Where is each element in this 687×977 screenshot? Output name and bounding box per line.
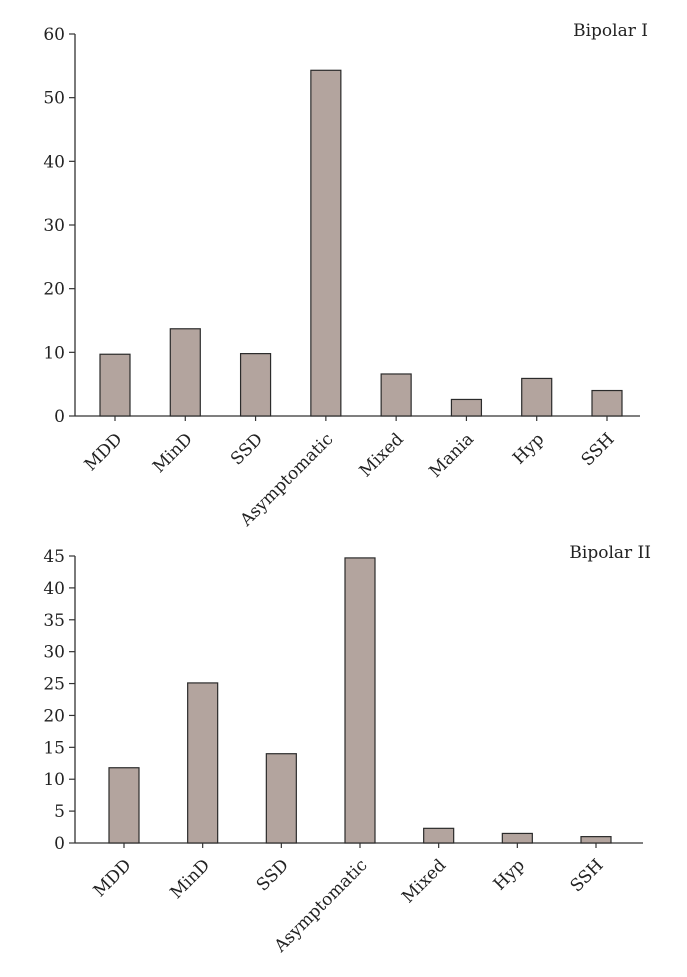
x-tick-label: Hyp bbox=[509, 429, 548, 468]
bar-asymptomatic bbox=[344, 557, 376, 844]
bar-ssd bbox=[265, 753, 297, 844]
y-tick-label: 25 bbox=[43, 675, 65, 695]
y-tick-label: 0 bbox=[54, 834, 65, 854]
bar-ssh bbox=[591, 389, 623, 417]
bar-hyp bbox=[501, 832, 533, 844]
bar-asymptomatic bbox=[310, 69, 342, 417]
bar-mdd bbox=[99, 353, 131, 417]
x-tick-label: Mixed bbox=[398, 855, 450, 907]
x-tick-label: MinD bbox=[149, 429, 197, 477]
x-tick-label: Hyp bbox=[490, 855, 529, 894]
x-tick-label: MDD bbox=[81, 429, 127, 475]
bar-mania bbox=[450, 398, 483, 417]
bar-mdd bbox=[108, 767, 140, 844]
y-tick-label: 40 bbox=[43, 152, 65, 172]
y-tick-label: 15 bbox=[43, 738, 65, 758]
y-tick-label: 5 bbox=[54, 802, 65, 822]
chart-title: Bipolar II bbox=[569, 543, 651, 563]
bar-mind bbox=[169, 328, 201, 417]
x-tick-label: Mixed bbox=[356, 429, 408, 481]
y-tick-label: 50 bbox=[43, 89, 65, 109]
bar-ssh bbox=[580, 836, 612, 844]
x-tick-label: SSD bbox=[253, 855, 293, 895]
bar-hyp bbox=[521, 377, 553, 417]
y-tick-label: 20 bbox=[43, 706, 65, 726]
y-tick-label: 10 bbox=[43, 770, 65, 790]
x-tick-label: Mania bbox=[426, 429, 478, 481]
x-tick-label: SSH bbox=[578, 429, 619, 470]
bar-ssd bbox=[239, 353, 272, 417]
y-tick-label: 35 bbox=[43, 611, 65, 631]
y-tick-label: 60 bbox=[43, 25, 65, 45]
bar-mixed bbox=[380, 373, 412, 417]
x-tick-label: MinD bbox=[167, 855, 215, 903]
y-tick-label: 10 bbox=[43, 343, 65, 363]
x-tick-label: MDD bbox=[90, 855, 136, 901]
bar-mixed bbox=[423, 827, 455, 844]
chart-title: Bipolar I bbox=[573, 21, 648, 41]
y-tick-label: 0 bbox=[54, 407, 65, 427]
x-tick-label: SSH bbox=[567, 855, 608, 896]
y-tick-label: 20 bbox=[43, 280, 65, 300]
x-tick-label: SSD bbox=[227, 429, 267, 469]
y-tick-label: 40 bbox=[43, 579, 65, 599]
bar-mind bbox=[187, 682, 219, 844]
y-tick-label: 30 bbox=[43, 216, 65, 236]
y-tick-label: 30 bbox=[43, 643, 65, 663]
y-tick-label: 45 bbox=[43, 547, 65, 567]
